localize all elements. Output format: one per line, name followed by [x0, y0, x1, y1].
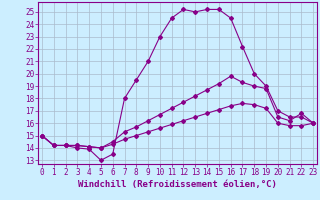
X-axis label: Windchill (Refroidissement éolien,°C): Windchill (Refroidissement éolien,°C) [78, 180, 277, 189]
